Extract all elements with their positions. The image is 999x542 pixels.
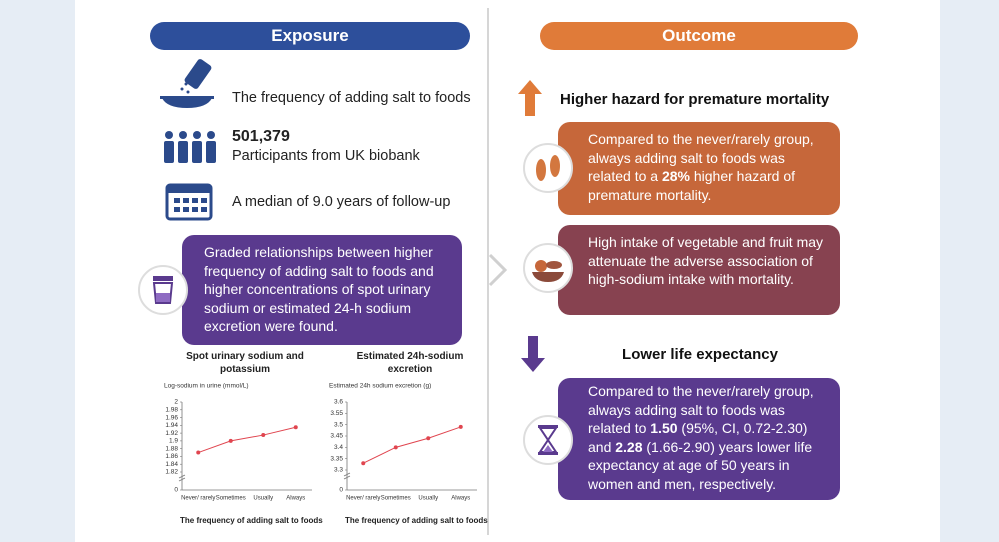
x-tick-label: Never/ rarely: [181, 496, 215, 502]
outcome-header: Outcome: [540, 22, 858, 50]
calendar-icon: [165, 183, 213, 221]
x-axis-label: The frequency of adding salt to foods: [180, 516, 323, 525]
people-icon: [164, 131, 216, 163]
text-run: higher hazard of premature mortality.: [588, 168, 796, 203]
data-point: [261, 433, 266, 438]
y-tick-label: 1.94: [165, 422, 178, 429]
y-tick-label: 1.9: [169, 438, 178, 445]
hourglass-icon: [538, 425, 558, 455]
charts: Log-sodium in urine (mmol/L)01.821.841.8…: [164, 383, 477, 502]
finding-box: [182, 235, 462, 345]
y-axis-label: Estimated 24h sodium excretion (g): [329, 383, 431, 390]
y-tick-label: 3.5: [334, 421, 343, 428]
data-point: [228, 438, 233, 443]
icon-circle: [523, 143, 573, 193]
outcome-text: Compared to the never/rarely group, alwa…: [558, 378, 840, 500]
y-tick-label: 3.6: [334, 399, 343, 406]
y-tick-label: 1.88: [165, 445, 178, 452]
text-run: 2.28: [615, 438, 643, 455]
chart-title: Spot urinary sodium and potassium: [186, 351, 304, 375]
y-tick-label: 3.35: [330, 455, 343, 462]
salt-icon: [160, 59, 214, 108]
axis-break: [178, 474, 186, 482]
urine-cup-icon: [152, 276, 174, 304]
x-tick-label: Sometimes: [381, 496, 411, 502]
data-point: [426, 436, 431, 441]
veg-icon: [532, 260, 564, 282]
item-number: 501,379: [232, 128, 290, 145]
text-run: Compared to the never/rarely group, alwa…: [588, 383, 814, 436]
text-run: Compared to the never/rarely group, alwa…: [588, 131, 814, 184]
section-heading: Lower life expectancy: [622, 346, 778, 363]
feet-icon: [536, 155, 560, 181]
chart-title: Estimated 24h-sodium excretion: [356, 351, 464, 375]
diet-box: [558, 225, 840, 315]
text-run: (95%, CI, 0.72-2.30) and: [588, 420, 808, 455]
down-arrow: [521, 336, 545, 372]
y-tick-label: 1.86: [165, 453, 178, 460]
text-run: 28%: [661, 168, 690, 184]
y-tick-label: 1.84: [165, 461, 178, 468]
hazard-box: [558, 122, 840, 215]
item-text: Participants from UK biobank: [232, 148, 420, 164]
x-tick-label: Never/ rarely: [346, 496, 380, 502]
data-line: [198, 426, 296, 454]
x-tick-label: Usually: [418, 496, 438, 502]
data-point: [293, 425, 298, 430]
x-tick-label: Usually: [253, 496, 273, 502]
y-tick-label: 1.82: [165, 469, 178, 476]
text-run: 1.50: [650, 420, 678, 436]
x-tick-label: Sometimes: [216, 496, 246, 502]
y-tick-label: 1.98: [165, 406, 178, 413]
y-tick-label: 3.3: [334, 467, 343, 474]
outcome-text: High intake of vegetable and fruit may a…: [558, 225, 840, 315]
y-tick-label: 0: [174, 487, 178, 494]
life-box: [558, 378, 840, 500]
y-tick-label: 3.4: [334, 444, 343, 451]
finding-text: Graded relationships between higher freq…: [204, 244, 434, 334]
y-tick-label: 2: [174, 399, 178, 406]
item-text: A median of 9.0 years of follow-up: [232, 194, 451, 210]
y-tick-label: 0: [339, 487, 343, 494]
icon-circle: [523, 243, 573, 293]
outcome-text: Compared to the never/rarely group, alwa…: [558, 122, 840, 215]
axis-break: [343, 472, 351, 480]
item-text: The frequency of adding salt to foods: [232, 90, 471, 106]
data-point: [458, 424, 463, 429]
data-point: [393, 445, 398, 450]
text-run: High intake of vegetable and fruit may a…: [588, 234, 824, 287]
x-axis-label: The frequency of adding salt to foods: [345, 516, 488, 525]
data-point: [361, 461, 366, 466]
y-tick-label: 1.92: [165, 430, 178, 437]
data-point: [196, 450, 201, 455]
chevron: [488, 253, 508, 287]
y-tick-label: 3.45: [330, 433, 343, 440]
x-tick-label: Always: [451, 496, 470, 502]
y-tick-label: 1.96: [165, 414, 178, 421]
y-axis-label: Log-sodium in urine (mmol/L): [164, 383, 249, 390]
y-tick-label: 3.55: [330, 410, 343, 417]
x-tick-label: Always: [286, 496, 305, 502]
up-arrow: [518, 80, 542, 116]
text-run: (1.66-2.90) years lower life expectancy …: [588, 438, 813, 492]
data-line: [363, 426, 461, 464]
section-heading: Higher hazard for premature mortality: [560, 91, 830, 108]
exposure-header: Exposure: [150, 22, 470, 50]
